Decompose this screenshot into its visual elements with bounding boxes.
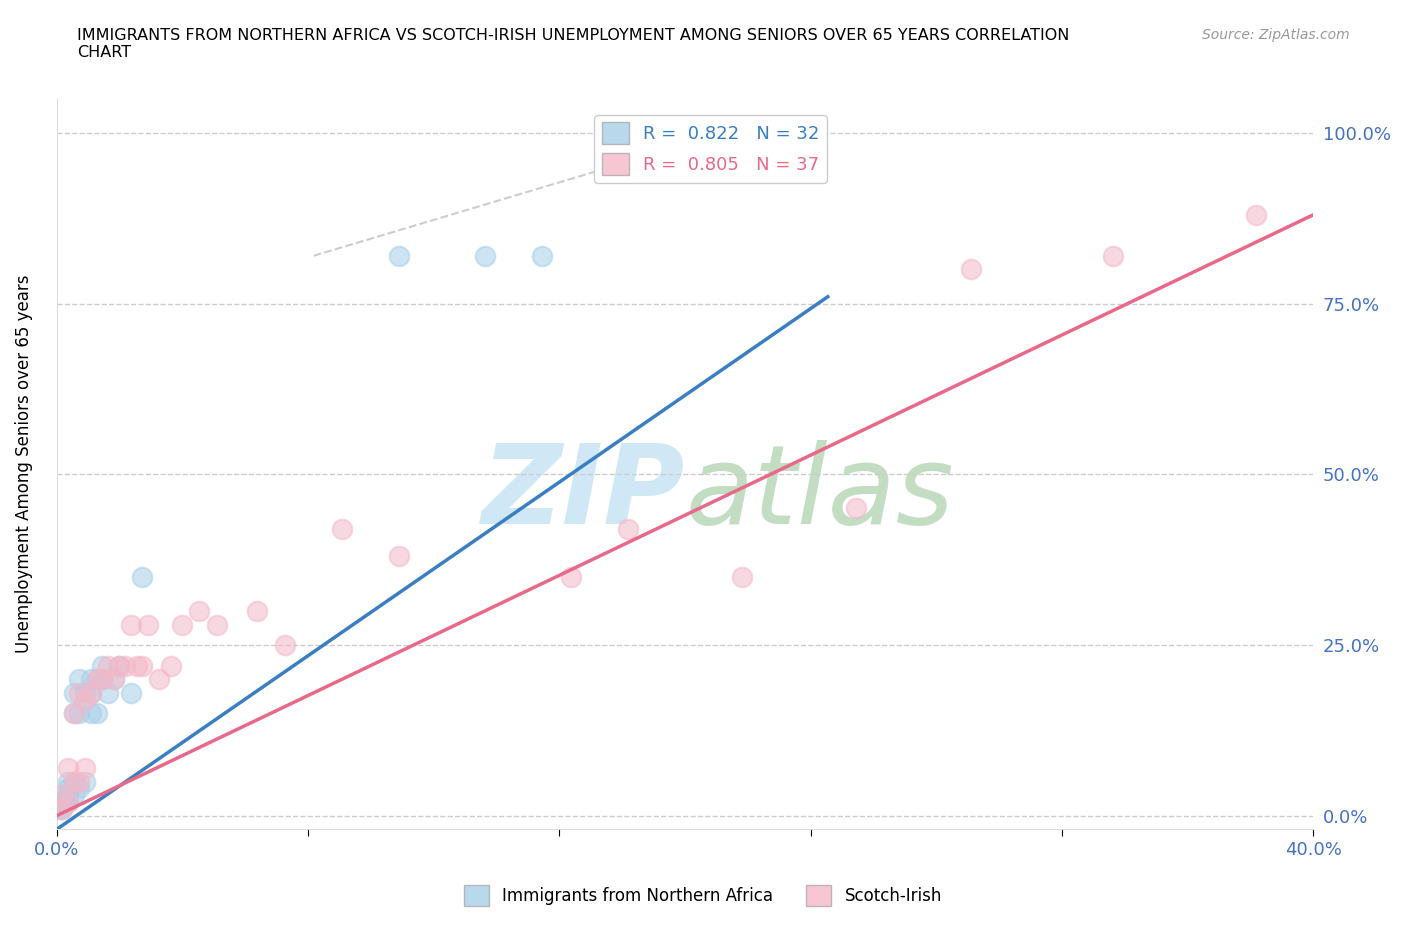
Point bbox=[86, 706, 108, 721]
Point bbox=[56, 788, 79, 803]
Point bbox=[48, 802, 70, 817]
Point bbox=[86, 671, 108, 686]
Point bbox=[51, 802, 73, 817]
Point bbox=[845, 501, 868, 516]
Point bbox=[245, 604, 267, 618]
Point bbox=[75, 685, 97, 700]
Point bbox=[148, 671, 170, 686]
Point bbox=[51, 794, 73, 809]
Point bbox=[51, 788, 73, 803]
Y-axis label: Unemployment Among Seniors over 65 years: Unemployment Among Seniors over 65 years bbox=[15, 274, 32, 653]
Point bbox=[388, 549, 411, 564]
Point bbox=[205, 618, 228, 632]
Legend: R =  0.822   N = 32, R =  0.805   N = 37: R = 0.822 N = 32, R = 0.805 N = 37 bbox=[595, 115, 827, 182]
Point bbox=[330, 522, 353, 537]
Legend: Immigrants from Northern Africa, Scotch-Irish: Immigrants from Northern Africa, Scotch-… bbox=[457, 879, 949, 912]
Point bbox=[103, 671, 125, 686]
Point bbox=[69, 774, 91, 789]
Point bbox=[531, 248, 554, 263]
Point bbox=[75, 774, 97, 789]
Point bbox=[125, 658, 148, 673]
Point bbox=[617, 522, 640, 537]
Text: atlas: atlas bbox=[685, 440, 953, 547]
Point bbox=[108, 658, 131, 673]
Text: Source: ZipAtlas.com: Source: ZipAtlas.com bbox=[1202, 28, 1350, 42]
Point bbox=[474, 248, 496, 263]
Point bbox=[56, 774, 79, 789]
Point bbox=[97, 658, 120, 673]
Point bbox=[80, 706, 103, 721]
Point bbox=[56, 794, 79, 809]
Point bbox=[56, 794, 79, 809]
Point bbox=[62, 774, 84, 789]
Text: ZIP: ZIP bbox=[481, 440, 685, 547]
Point bbox=[103, 671, 125, 686]
Point bbox=[62, 774, 84, 789]
Point bbox=[136, 618, 159, 632]
Point bbox=[731, 569, 754, 584]
Point bbox=[56, 781, 79, 796]
Point bbox=[51, 802, 73, 817]
Point bbox=[108, 658, 131, 673]
Point bbox=[560, 569, 582, 584]
Point bbox=[80, 671, 103, 686]
Point bbox=[131, 569, 153, 584]
Point bbox=[959, 262, 981, 277]
Point bbox=[80, 685, 103, 700]
Point bbox=[120, 618, 142, 632]
Point bbox=[160, 658, 183, 673]
Point bbox=[69, 706, 91, 721]
Point bbox=[69, 685, 91, 700]
Point bbox=[53, 794, 76, 809]
Point bbox=[86, 671, 108, 686]
Point bbox=[62, 685, 84, 700]
Point bbox=[75, 761, 97, 776]
Point bbox=[91, 658, 114, 673]
Point bbox=[114, 658, 136, 673]
Point bbox=[274, 638, 297, 653]
Point bbox=[172, 618, 194, 632]
Point bbox=[91, 671, 114, 686]
Point bbox=[80, 685, 103, 700]
Point bbox=[56, 761, 79, 776]
Point bbox=[62, 706, 84, 721]
Point bbox=[91, 671, 114, 686]
Point bbox=[75, 692, 97, 707]
Point bbox=[1102, 248, 1125, 263]
Point bbox=[131, 658, 153, 673]
Text: IMMIGRANTS FROM NORTHERN AFRICA VS SCOTCH-IRISH UNEMPLOYMENT AMONG SENIORS OVER : IMMIGRANTS FROM NORTHERN AFRICA VS SCOTC… bbox=[77, 28, 1070, 60]
Point bbox=[1244, 207, 1267, 222]
Point bbox=[62, 706, 84, 721]
Point bbox=[120, 685, 142, 700]
Point bbox=[62, 788, 84, 803]
Point bbox=[97, 685, 120, 700]
Point bbox=[388, 248, 411, 263]
Point bbox=[69, 671, 91, 686]
Point bbox=[188, 604, 211, 618]
Point bbox=[69, 781, 91, 796]
